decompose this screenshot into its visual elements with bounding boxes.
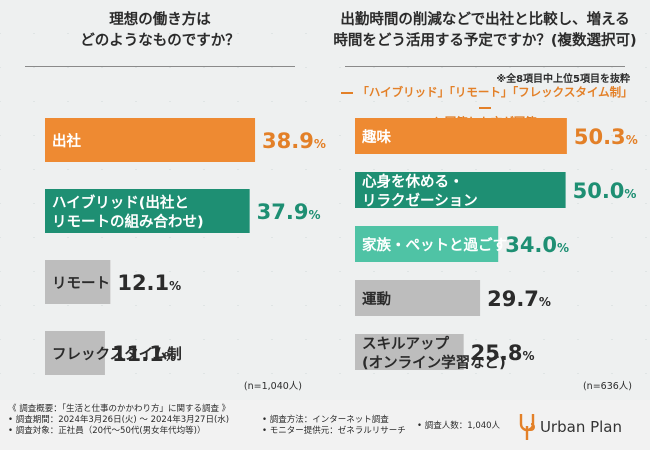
chart-bar <box>45 189 250 233</box>
bar-group: 趣味 50.3% <box>355 118 638 154</box>
survey-target: • 調査対象：正社員（20代〜50代(男女年代均等)） <box>8 426 206 436</box>
bar-group: リモート 12.1% <box>45 260 181 304</box>
right-sample-size: (n=636人) <box>582 381 632 392</box>
value-number: 11.1 <box>112 342 164 366</box>
value-label: 12.1% <box>117 271 181 295</box>
category-label: 趣味 <box>361 128 391 146</box>
value-label: 29.7% <box>487 287 551 311</box>
value-unit: % <box>626 133 638 147</box>
value-label: 34.0% <box>505 233 569 257</box>
category-label: フレックスタイム制 <box>52 345 182 363</box>
chart-bar <box>45 260 111 304</box>
chart-bar <box>355 118 567 154</box>
right-subtitle-line1: 「ハイブリッド」「リモート」「フレックスタイム制」 <box>357 85 633 99</box>
chart-bar <box>45 331 105 375</box>
urban-plan-logo: Urban Plan <box>519 412 622 442</box>
chart-bar <box>355 334 464 370</box>
category-label: 運動 <box>362 291 391 308</box>
chart-bar <box>355 280 481 316</box>
value-unit: % <box>523 349 535 363</box>
category-label: スキルアップ <box>362 336 449 353</box>
category-label: 家族・ペットと過ごす <box>362 236 507 254</box>
value-label: 50.3% <box>574 125 638 149</box>
value-unit: % <box>539 295 551 309</box>
value-number: 38.9 <box>262 129 314 153</box>
value-number: 50.3 <box>574 125 626 149</box>
right-bar-chart: 趣味 50.3%心身を休める・リラクゼーション 50.0%家族・ペットと過ごす34.… <box>355 118 638 372</box>
left-chart-panel: 理想の働き方は どのようなものですか？ 出社 38.9% ハイブリッド(出社と リモー… <box>10 10 326 392</box>
urban-plan-logo-text: Urban Plan <box>539 417 622 436</box>
survey-method: • 調査方法：インターネット調査 <box>262 415 389 425</box>
value-label: 37.9% <box>257 200 321 224</box>
survey-period: • 調査期間：2024年3月26日(火) ～ 2024年3月27日(水) <box>8 415 230 425</box>
category-label: ハイブリッド(出社と <box>52 194 189 212</box>
category-label: リラクゼーション <box>362 192 478 210</box>
bar-group: 心身を休める・リラクゼーション 50.0% <box>355 172 636 210</box>
right-title-divider <box>345 66 625 67</box>
category-label: リモートの組み合わせ) <box>52 213 204 231</box>
value-number: 37.9 <box>257 200 309 224</box>
subtitle-dash-left <box>341 91 354 94</box>
value-unit: % <box>624 187 636 201</box>
chart-bar <box>45 118 256 162</box>
left-question-title: 理想の働き方は どのようなものですか？ <box>80 12 240 49</box>
value-unit: % <box>308 208 320 222</box>
chart-bar <box>355 172 566 208</box>
value-label: 25.8% <box>471 341 535 365</box>
survey-provider: • モニター提供元：ゼネラルリサーチ <box>262 426 406 436</box>
value-number: 25.8 <box>471 341 523 365</box>
value-label: 11.1% <box>112 342 176 366</box>
survey-count: • 調査人数：1,040人 <box>417 421 501 431</box>
value-label: 50.0% <box>573 179 637 203</box>
value-number: 34.0 <box>505 233 557 257</box>
category-label: リモート <box>52 276 110 292</box>
left-title-divider <box>25 66 295 67</box>
urban-plan-logo-icon <box>519 414 535 440</box>
survey-title: 《 調査概要：「生活と仕事のかかわり方」に関する調査 》 <box>8 404 231 414</box>
value-label: 38.9% <box>262 129 326 153</box>
value-unit: % <box>557 241 569 255</box>
value-number: 50.0 <box>573 179 625 203</box>
right-note: ※全8項目中上位5項目を抜粋 <box>496 74 630 85</box>
value-unit: % <box>314 137 326 151</box>
category-label: 出社 <box>52 132 81 150</box>
bar-group: 運動 29.7% <box>355 280 551 316</box>
value-number: 29.7 <box>487 287 539 311</box>
right-chart-panel: 出勤時間の削減などで出社と比較し、増える 時間をどう活用する予定ですか？(複数選… <box>330 10 640 392</box>
left-sample-size: (n=1,040人) <box>243 381 302 392</box>
value-number: 12.1 <box>117 271 169 295</box>
right-question-title: 出勤時間の削減などで出社と比較し、増える 時間をどう活用する予定ですか？(複数選… <box>333 12 637 49</box>
bar-group: スキルアップ(オンライン学習など)25.8% <box>355 334 535 372</box>
subtitle-dash-right <box>479 106 491 109</box>
category-label: 心身を休める・ <box>362 173 464 191</box>
chart-bar <box>355 226 499 262</box>
bar-group: 出社 38.9% <box>45 118 326 162</box>
survey-footer: 《 調査概要：「生活と仕事のかかわり方」に関する調査 》 • 調査期間：2024… <box>0 400 650 450</box>
value-unit: % <box>164 350 176 364</box>
value-unit: % <box>169 279 181 293</box>
category-label: (オンライン学習など) <box>362 354 506 372</box>
